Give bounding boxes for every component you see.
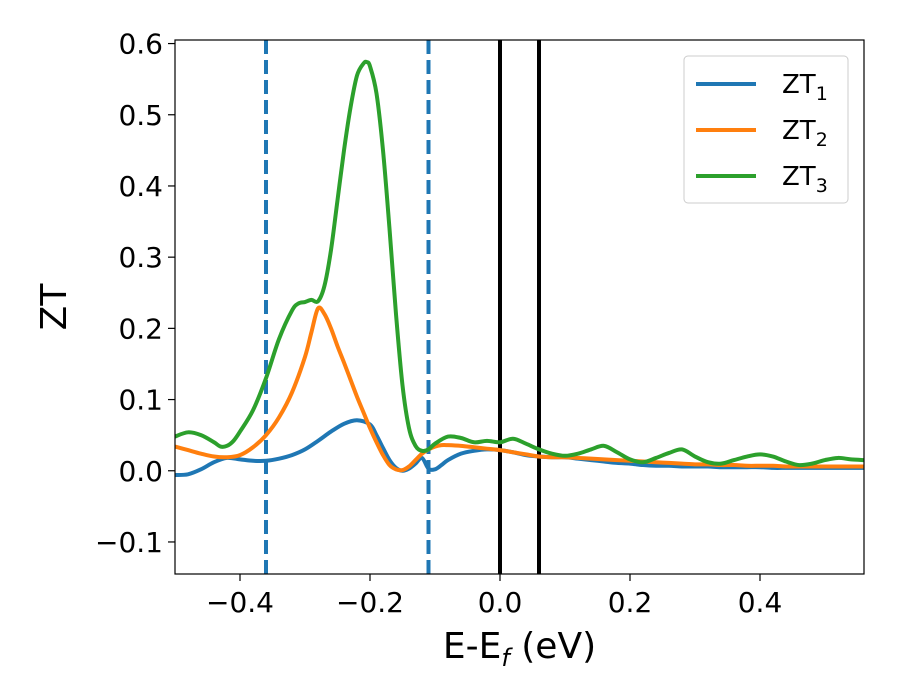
y-tick-label-5: 0.4 (118, 170, 163, 203)
series-line-2 (175, 305, 864, 473)
series-line-3 (175, 59, 864, 468)
y-tick-label-4: 0.3 (118, 241, 163, 274)
legend-label-2: ZT2 (782, 116, 828, 151)
plot-area-frame (174, 39, 865, 575)
x-tick-label-4: 0.4 (738, 586, 783, 619)
x-tick-label-0: −0.4 (206, 586, 274, 619)
y-tick-label-6: 0.5 (118, 99, 163, 132)
x-axis-label: E-Ef (eV) (443, 626, 596, 672)
y-tick-label-7: 0.6 (118, 28, 163, 61)
y-tick-label-3: 0.2 (118, 312, 163, 345)
legend: ZT1 ZT2 ZT3 (683, 55, 849, 204)
legend-entry-2: ZT2 (696, 116, 828, 151)
legend-label-1: ZT1 (782, 70, 828, 105)
y-tick-label-1: 0.0 (118, 455, 163, 488)
y-axis-ticks: −0.1 0.0 0.1 0.2 0.3 0.4 0.5 0.6 (95, 28, 175, 559)
legend-box (683, 55, 849, 204)
x-axis-ticks: −0.4 −0.2 0.0 0.2 0.4 (206, 574, 782, 619)
y-axis-label: ZT (34, 283, 75, 331)
y-tick-label-0: −0.1 (95, 526, 163, 559)
legend-entry-3: ZT3 (696, 162, 828, 197)
x-tick-label-3: 0.2 (608, 586, 653, 619)
legend-label-3: ZT3 (782, 162, 828, 197)
legend-entry-1: ZT1 (696, 70, 828, 105)
reference-lines (264, 40, 541, 574)
series-lines (175, 59, 864, 478)
y-tick-label-2: 0.1 (118, 384, 163, 417)
x-tick-label-1: −0.2 (336, 586, 404, 619)
x-tick-label-2: 0.0 (478, 586, 523, 619)
